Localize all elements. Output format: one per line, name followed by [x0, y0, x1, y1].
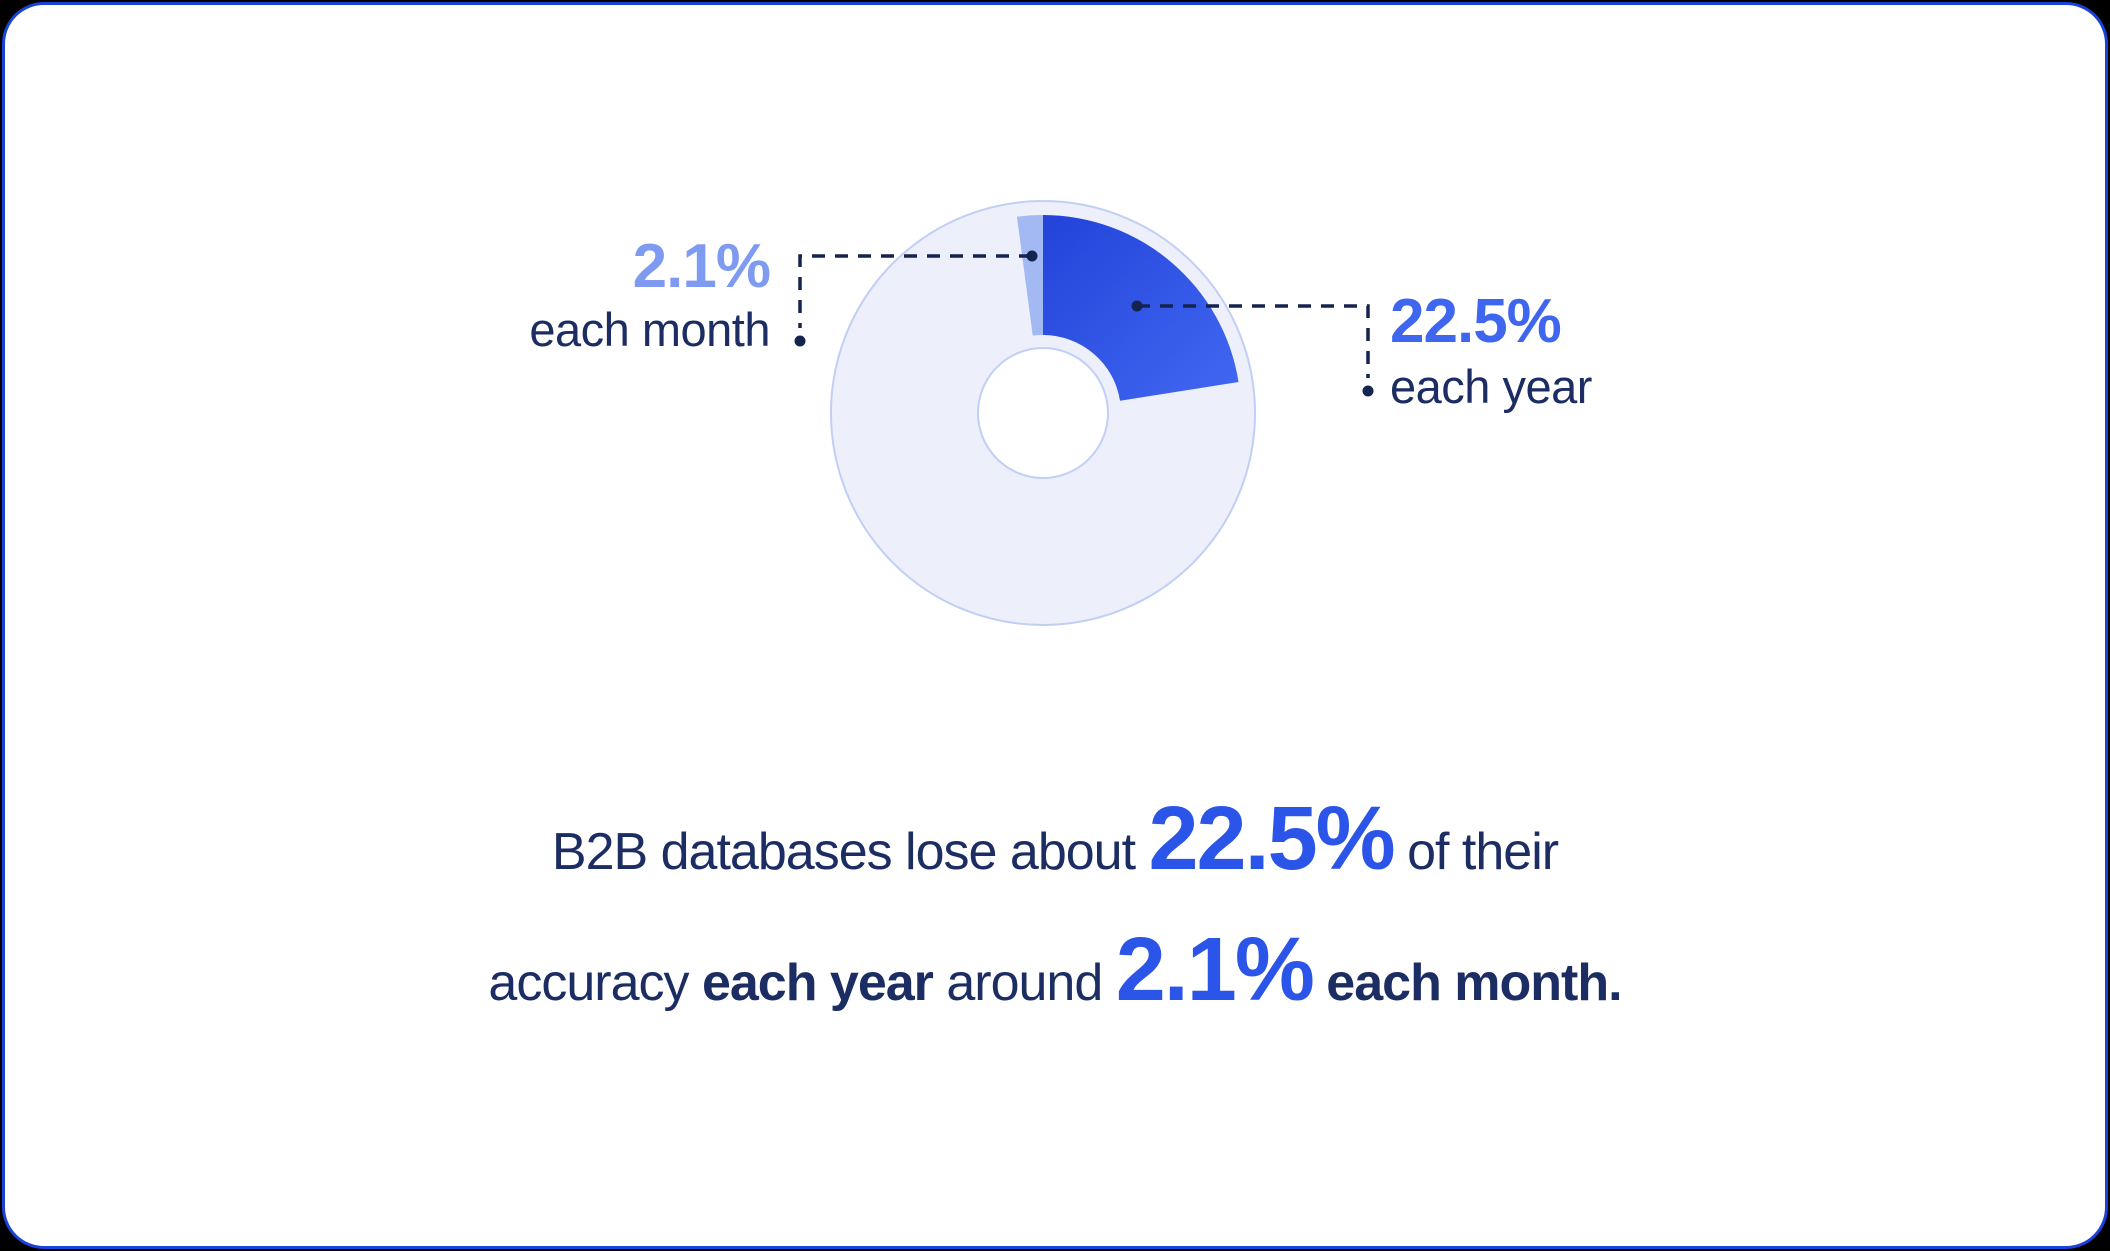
caption-bold-each-year: each year: [701, 954, 934, 1012]
leader-dot-month-end: [794, 335, 806, 347]
leader-dot-year-anchor: [1131, 300, 1143, 312]
caption-text: of their: [1393, 823, 1559, 881]
caption: B2B databases lose about 22.5% of their …: [0, 780, 2110, 1042]
callout-month: 2.1% each month: [529, 232, 771, 354]
caption-text: accuracy: [488, 954, 702, 1012]
callout-month-value: 2.1%: [632, 232, 771, 301]
callout-year: 22.5% each year: [1390, 287, 1592, 411]
caption-line-2: accuracy each year around 2.1% each mont…: [0, 911, 2110, 1042]
caption-stat-year: 22.5%: [1148, 789, 1395, 889]
leader-line-year: [1137, 304, 1370, 378]
caption-text: around: [932, 954, 1116, 1012]
callout-year-value: 22.5%: [1390, 287, 1562, 356]
caption-stat-month: 2.1%: [1115, 920, 1315, 1020]
caption-text: B2B databases lose about: [551, 823, 1149, 881]
leader-dot-month-anchor: [1026, 250, 1038, 262]
callout-year-label: each year: [1390, 360, 1592, 413]
caption-bold-each-month: each month.: [1312, 954, 1622, 1012]
leader-dot-year-end: [1362, 385, 1374, 397]
donut-hole: [977, 347, 1109, 479]
leader-line-month: [798, 254, 1032, 328]
wedge-month: [1016, 215, 1043, 336]
callout-month-label: each month: [529, 303, 770, 356]
caption-line-1: B2B databases lose about 22.5% of their: [0, 780, 2110, 911]
